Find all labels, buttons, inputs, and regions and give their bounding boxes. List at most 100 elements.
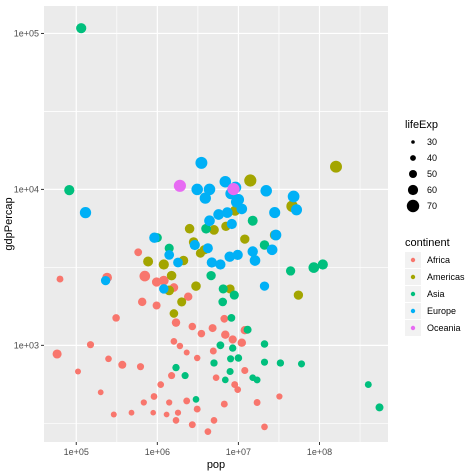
color-legend-label: Oceania [427, 323, 461, 333]
data-point-europe [159, 284, 169, 294]
color-legend-key [410, 257, 416, 263]
data-point-asia [229, 344, 237, 352]
size-legend-label: 70 [427, 201, 437, 211]
data-point-europe [249, 255, 261, 266]
data-point-europe [269, 207, 281, 219]
data-point-africa [118, 360, 127, 369]
data-point-asia [259, 240, 270, 250]
data-point-africa [220, 314, 229, 323]
size-legend-key [410, 155, 416, 161]
data-point-africa [188, 421, 196, 429]
data-point-africa [86, 341, 95, 349]
y-axis-title: gdpPercap [3, 197, 15, 250]
data-point-africa [74, 368, 82, 375]
data-point-europe [259, 281, 270, 291]
data-point-africa [231, 381, 239, 389]
color-legend-key [410, 325, 416, 331]
data-point-americas [177, 297, 187, 307]
data-point-africa [170, 338, 178, 345]
color-legend-key [410, 274, 416, 280]
data-point-africa [234, 386, 242, 393]
data-point-americas [143, 256, 154, 267]
zhihu-watermark: 知乎 @ottis [402, 452, 468, 466]
data-point-europe [206, 257, 217, 268]
data-point-africa [139, 270, 151, 282]
data-point-africa [137, 297, 147, 307]
data-point-europe [290, 204, 303, 216]
data-point-asia [206, 270, 216, 281]
data-point-asia [260, 340, 269, 348]
size-legend-key [409, 170, 417, 178]
size-legend-label: 40 [427, 153, 437, 163]
data-point-africa [151, 277, 162, 287]
data-point-africa [220, 400, 228, 408]
svg-text:知乎 @ottis: 知乎 @ottis [402, 452, 468, 466]
plot-panel [44, 6, 388, 442]
data-point-europe [195, 156, 208, 169]
data-point-africa [197, 329, 206, 338]
data-point-europe [247, 246, 258, 257]
data-point-africa [128, 409, 135, 416]
y-tick-label: 1e+03 [14, 340, 39, 350]
data-point-europe [199, 192, 211, 204]
x-tick-label: 1e+05 [64, 447, 89, 457]
color-legend: continent Africa Americas Asia Europe Oceani… [405, 237, 465, 336]
data-point-asia [221, 376, 229, 384]
data-point-europe [149, 232, 160, 243]
data-point-africa [210, 417, 218, 424]
data-point-africa [253, 399, 261, 406]
data-point-asia [216, 341, 225, 350]
size-legend-label: 50 [427, 169, 437, 179]
data-point-africa [166, 399, 173, 406]
data-point-africa [172, 417, 180, 424]
x-axis-ticks: 1e+05 1e+06 1e+07 1e+08 [64, 442, 332, 457]
data-point-africa [168, 372, 176, 380]
data-point-asia [172, 363, 180, 372]
data-point-africa [237, 338, 247, 347]
size-legend-label: 30 [427, 137, 437, 147]
data-point-europe [215, 259, 226, 270]
data-point-africa [176, 342, 184, 350]
data-point-europe [204, 215, 215, 227]
data-point-africa [261, 423, 268, 431]
data-point-europe [173, 257, 183, 268]
data-point-africa [183, 349, 190, 356]
data-point-africa [204, 428, 212, 435]
data-point-africa [208, 324, 217, 333]
data-point-europe [219, 175, 232, 188]
data-point-asia [181, 372, 189, 380]
size-legend-title: lifeExp [405, 119, 438, 131]
size-legend-key [407, 184, 419, 196]
data-point-asia [164, 243, 174, 253]
data-point-asia [229, 290, 239, 300]
x-axis-title: pop [207, 459, 225, 471]
data-point-africa [228, 335, 237, 344]
data-point-africa [183, 397, 191, 405]
data-point-asia [227, 355, 235, 363]
data-point-asia [218, 297, 228, 307]
y-tick-label: 1e+05 [14, 28, 39, 38]
data-point-africa [110, 411, 117, 418]
data-point-americas [209, 225, 219, 235]
data-point-europe [260, 185, 272, 197]
grid-lines [44, 6, 388, 442]
data-point-asia [64, 185, 75, 196]
data-point-asia [317, 259, 328, 270]
data-point-africa [163, 411, 170, 418]
size-legend-label: 60 [427, 185, 437, 195]
data-point-americas [158, 259, 169, 270]
y-axis-ticks: 1e+03 1e+04 1e+05 [14, 28, 44, 350]
data-point-asia [253, 376, 261, 384]
data-point-africa [150, 409, 156, 416]
data-point-africa [56, 275, 64, 283]
data-point-europe [232, 249, 243, 260]
data-points [52, 23, 384, 435]
data-point-americas [244, 174, 257, 187]
data-point-asia [218, 284, 228, 294]
data-point-asia [210, 359, 218, 367]
data-point-africa [140, 399, 147, 406]
data-point-asia [201, 223, 211, 234]
data-point-africa [136, 363, 145, 371]
data-point-africa [209, 347, 217, 355]
